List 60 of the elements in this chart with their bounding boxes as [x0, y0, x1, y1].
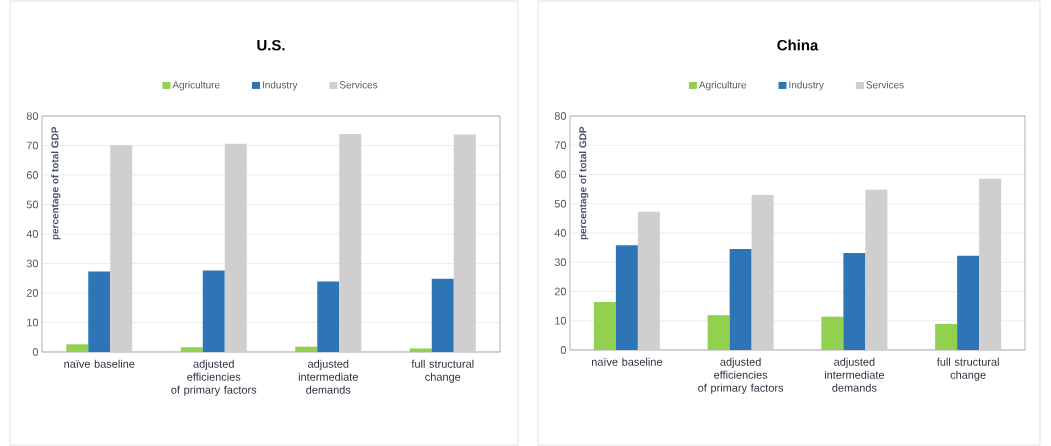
legend-label: Industry — [262, 81, 298, 91]
bar — [843, 252, 866, 350]
y-tick-label: 10 — [27, 318, 39, 327]
legend-label: Agriculture — [698, 81, 747, 91]
x-tick-label: naïve baseline — [591, 357, 663, 366]
x-tick-label: full structural change — [936, 357, 999, 381]
bar — [110, 145, 133, 352]
x-tick-label: full structural change — [411, 359, 474, 383]
x-tick-label: adjusted intermediate demands — [298, 359, 358, 394]
legend-label: Services — [339, 81, 378, 89]
bar — [637, 211, 660, 350]
bar — [88, 271, 111, 352]
y-tick-label: 20 — [26, 289, 39, 297]
bar — [453, 134, 476, 352]
x-tick-label: adjusted efficiencies of primary factors — [171, 359, 257, 396]
bar — [295, 346, 318, 352]
y-tick-label: 50 — [26, 200, 39, 209]
chart-title: U.S. — [257, 39, 285, 51]
y-tick-label: 30 — [554, 258, 567, 267]
bar — [593, 302, 616, 350]
y-tick-label: 70 — [26, 141, 39, 150]
bar — [317, 281, 340, 352]
y-tick-label: 80 — [554, 112, 567, 120]
bar — [339, 133, 362, 352]
legend-label: Industry — [789, 81, 824, 91]
bar — [224, 143, 247, 352]
y-tick-label: 40 — [26, 230, 39, 238]
y-tick-label: 10 — [555, 316, 567, 325]
y-tick-label: 40 — [554, 229, 567, 237]
x-tick-label: adjusted intermediate demands — [824, 357, 885, 392]
bar — [935, 323, 958, 350]
y-tick-label: 60 — [26, 171, 39, 179]
bar — [957, 255, 980, 350]
bar — [180, 347, 203, 352]
y-tick-label: 0 — [560, 346, 567, 354]
bar — [865, 189, 888, 350]
legend-label: Agriculture — [172, 81, 220, 91]
y-tick-label: 60 — [554, 170, 567, 179]
y-tick-label: 20 — [554, 287, 567, 296]
y-tick-label: 30 — [26, 259, 39, 268]
y-axis-title: percentage of total GDP — [51, 126, 61, 240]
bar — [409, 348, 432, 352]
bar — [431, 278, 454, 352]
bar — [615, 245, 638, 350]
x-tick-label: naïve baseline — [64, 359, 135, 368]
bar — [202, 270, 225, 352]
legend-label: Services — [866, 81, 904, 89]
y-tick-label: 70 — [554, 141, 567, 150]
x-tick-label: adjusted efficiencies of primary factors — [698, 357, 784, 394]
y-tick-label: 50 — [554, 199, 567, 208]
bar — [821, 316, 844, 350]
y-axis-title: percentage of total GDP — [579, 126, 589, 240]
y-tick-label: 0 — [32, 348, 39, 356]
bar — [729, 249, 752, 350]
chart-title: China — [777, 39, 819, 51]
y-tick-label: 80 — [26, 112, 39, 120]
bar — [979, 178, 1002, 350]
bar — [751, 194, 774, 350]
bar — [66, 344, 89, 352]
bar — [707, 315, 730, 350]
